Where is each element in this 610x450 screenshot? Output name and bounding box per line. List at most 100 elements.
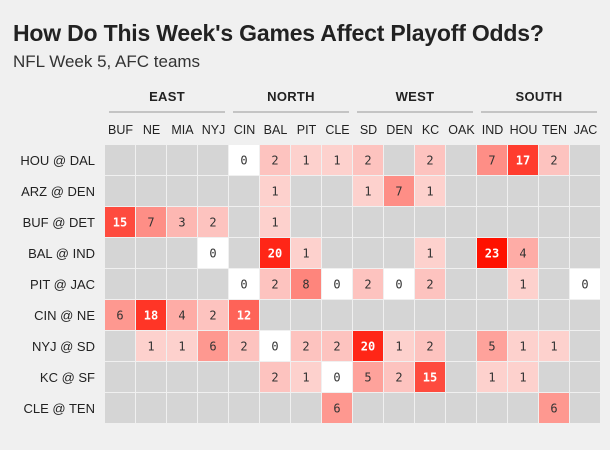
heatmap-cell xyxy=(415,362,445,392)
heatmap-cell xyxy=(322,331,352,361)
chart-title: How Do This Week's Games Affect Playoff … xyxy=(13,20,544,46)
heatmap-cell xyxy=(260,207,290,237)
heatmap-cell xyxy=(198,269,228,299)
heatmap-cell xyxy=(198,331,228,361)
heatmap-cell xyxy=(167,269,197,299)
cell-value-label: 0 xyxy=(209,247,216,261)
cell-value-label: 1 xyxy=(519,278,526,292)
heatmap-cell xyxy=(167,331,197,361)
cell-value-label: 1 xyxy=(426,247,433,261)
heatmap-cell xyxy=(322,145,352,175)
heatmap-cell xyxy=(260,300,290,330)
cell-value-label: 1 xyxy=(302,247,309,261)
cell-value-label: 2 xyxy=(209,309,216,323)
cell-value-label: 15 xyxy=(423,371,437,385)
heatmap-cell xyxy=(198,393,228,423)
division-label-south: SOUTH xyxy=(516,89,563,104)
cell-value-label: 23 xyxy=(485,247,499,261)
heatmap-cell xyxy=(539,362,569,392)
heatmap-cell xyxy=(322,393,352,423)
division-label-west: WEST xyxy=(396,89,435,104)
heatmap-cell xyxy=(353,145,383,175)
game-label: ARZ @ DEN xyxy=(21,184,95,199)
heatmap-cell xyxy=(415,238,445,268)
heatmap-cell xyxy=(570,269,600,299)
heatmap-cell xyxy=(446,176,476,206)
cell-value-label: 5 xyxy=(364,371,371,385)
division-label-east: EAST xyxy=(149,89,185,104)
heatmap-cell xyxy=(415,145,445,175)
heatmap-cell xyxy=(136,176,166,206)
game-label: NYJ @ SD xyxy=(32,339,95,354)
cell-value-label: 7 xyxy=(488,154,495,168)
heatmap-cell xyxy=(260,331,290,361)
heatmap-cell xyxy=(539,331,569,361)
game-label: PIT @ JAC xyxy=(30,277,95,292)
cell-value-label: 6 xyxy=(209,340,216,354)
cell-value-label: 2 xyxy=(271,278,278,292)
team-label-bal: BAL xyxy=(264,123,288,137)
cell-value-label: 1 xyxy=(519,371,526,385)
heatmap-cell xyxy=(291,362,321,392)
heatmap-cell xyxy=(198,145,228,175)
heatmap-cell xyxy=(384,145,414,175)
cell-value-label: 0 xyxy=(333,371,340,385)
team-label-hou: HOU xyxy=(510,123,538,137)
heatmap-cell xyxy=(570,331,600,361)
heatmap-cell xyxy=(353,176,383,206)
game-label: KC @ SF xyxy=(40,370,95,385)
cell-value-label: 1 xyxy=(550,340,557,354)
heatmap-cell xyxy=(570,362,600,392)
cell-value-label: 2 xyxy=(271,154,278,168)
team-label-nyj: NYJ xyxy=(202,123,226,137)
cell-value-label: 0 xyxy=(581,278,588,292)
heatmap-cell xyxy=(384,362,414,392)
heatmap-cell xyxy=(570,207,600,237)
team-label-kc: KC xyxy=(422,123,439,137)
heatmap-cell xyxy=(136,207,166,237)
cell-value-label: 2 xyxy=(426,340,433,354)
cell-value-label: 2 xyxy=(240,340,247,354)
heatmap-cell xyxy=(477,207,507,237)
heatmap-cell xyxy=(167,238,197,268)
heatmap-cell xyxy=(353,362,383,392)
cell-value-label: 1 xyxy=(271,216,278,230)
heatmap-cell xyxy=(508,331,538,361)
cell-value-label: 6 xyxy=(333,402,340,416)
heatmap-cell xyxy=(291,145,321,175)
heatmap-cell xyxy=(446,207,476,237)
cell-value-label: 7 xyxy=(395,185,402,199)
team-label-den: DEN xyxy=(386,123,412,137)
game-label: BAL @ IND xyxy=(28,246,95,261)
heatmap-cell xyxy=(477,145,507,175)
heatmap-cell xyxy=(291,331,321,361)
heatmap-cell xyxy=(539,300,569,330)
heatmap-cell xyxy=(105,238,135,268)
heatmap-cell xyxy=(539,207,569,237)
cell-value-label: 1 xyxy=(147,340,154,354)
heatmap-cell xyxy=(508,362,538,392)
heatmap-cell xyxy=(539,393,569,423)
heatmap-cell xyxy=(508,269,538,299)
heatmap-cell xyxy=(291,176,321,206)
heatmap-cell xyxy=(446,362,476,392)
heatmap-cell xyxy=(415,269,445,299)
cell-value-label: 6 xyxy=(116,309,123,323)
cell-value-label: 1 xyxy=(178,340,185,354)
heatmap-cell xyxy=(167,362,197,392)
heatmap-cell xyxy=(291,393,321,423)
team-label-ne: NE xyxy=(143,123,160,137)
heatmap-cell xyxy=(508,145,538,175)
heatmap-cell xyxy=(260,393,290,423)
heatmap-cell xyxy=(353,300,383,330)
cell-value-label: 0 xyxy=(240,278,247,292)
cell-value-label: 0 xyxy=(333,278,340,292)
team-label-ind: IND xyxy=(482,123,504,137)
heatmap-cell xyxy=(322,269,352,299)
heatmap-cell xyxy=(198,362,228,392)
heatmap-cell xyxy=(136,269,166,299)
cell-value-label: 4 xyxy=(519,247,526,261)
heatmap-cell xyxy=(291,300,321,330)
heatmap-cell xyxy=(539,145,569,175)
